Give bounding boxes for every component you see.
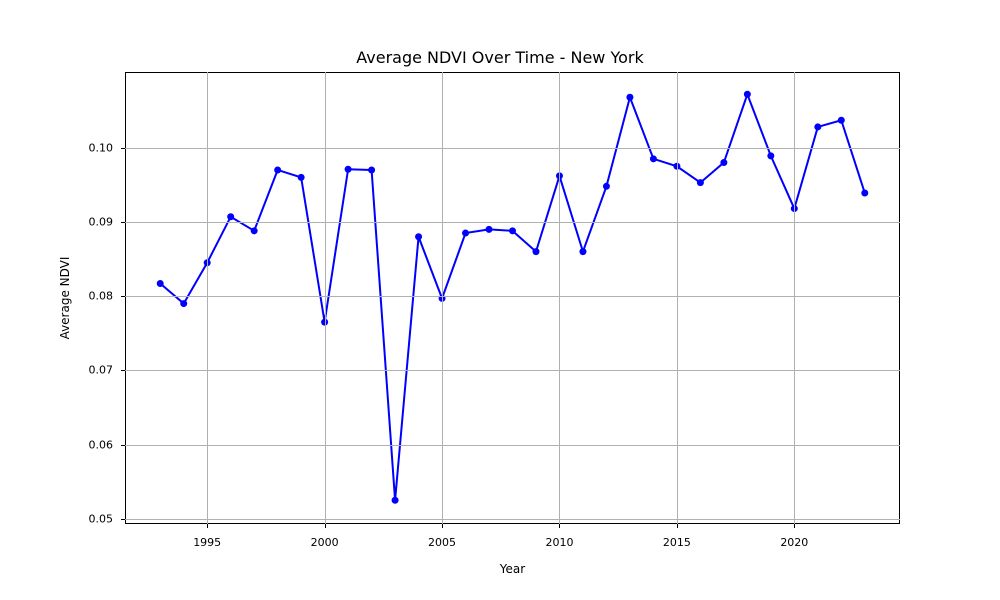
ytick-label: 0.10	[89, 141, 114, 154]
data-point	[227, 213, 234, 220]
data-point	[720, 159, 727, 166]
xtick-label: 2015	[663, 536, 691, 549]
xtick	[442, 524, 443, 528]
data-point	[579, 248, 586, 255]
data-point	[509, 227, 516, 234]
ytick-label: 0.06	[89, 438, 114, 451]
data-point	[157, 280, 164, 287]
data-point	[697, 179, 704, 186]
ytick	[121, 222, 125, 223]
line-series	[0, 0, 1000, 600]
data-point	[486, 226, 493, 233]
xtick-label: 1995	[193, 536, 221, 549]
ytick-label: 0.07	[89, 364, 114, 377]
data-point	[392, 497, 399, 504]
data-point	[298, 174, 305, 181]
xtick-label: 2005	[428, 536, 456, 549]
gridline-horizontal	[125, 519, 900, 520]
data-point	[626, 94, 633, 101]
gridline-vertical	[559, 72, 560, 524]
xtick	[207, 524, 208, 528]
data-point	[368, 166, 375, 173]
data-point	[274, 166, 281, 173]
ytick-label: 0.05	[89, 512, 114, 525]
xtick	[677, 524, 678, 528]
gridline-horizontal	[125, 148, 900, 149]
data-point	[861, 189, 868, 196]
data-point	[650, 155, 657, 162]
ytick	[121, 519, 125, 520]
gridline-horizontal	[125, 222, 900, 223]
xtick-label: 2000	[311, 536, 339, 549]
data-point	[415, 233, 422, 240]
ytick-label: 0.09	[89, 215, 114, 228]
ytick	[121, 370, 125, 371]
data-point	[603, 183, 610, 190]
gridline-vertical	[207, 72, 208, 524]
ytick	[121, 445, 125, 446]
gridline-horizontal	[125, 370, 900, 371]
data-point	[838, 117, 845, 124]
gridline-horizontal	[125, 296, 900, 297]
data-point	[180, 300, 187, 307]
gridline-vertical	[442, 72, 443, 524]
gridline-vertical	[677, 72, 678, 524]
ndvi-line	[160, 94, 865, 500]
gridline-vertical	[794, 72, 795, 524]
data-point	[744, 91, 751, 98]
data-point	[767, 152, 774, 159]
data-point	[814, 123, 821, 130]
ytick	[121, 148, 125, 149]
data-point	[462, 230, 469, 237]
data-point	[532, 248, 539, 255]
xtick	[794, 524, 795, 528]
xtick	[559, 524, 560, 528]
ndvi-line-chart: Average NDVI Over Time - New York Year A…	[0, 0, 1000, 600]
data-point	[251, 227, 258, 234]
data-point	[345, 166, 352, 173]
xtick-label: 2010	[545, 536, 573, 549]
ytick-label: 0.08	[89, 290, 114, 303]
gridline-horizontal	[125, 445, 900, 446]
xtick-label: 2020	[780, 536, 808, 549]
ytick	[121, 296, 125, 297]
xtick	[325, 524, 326, 528]
gridline-vertical	[325, 72, 326, 524]
